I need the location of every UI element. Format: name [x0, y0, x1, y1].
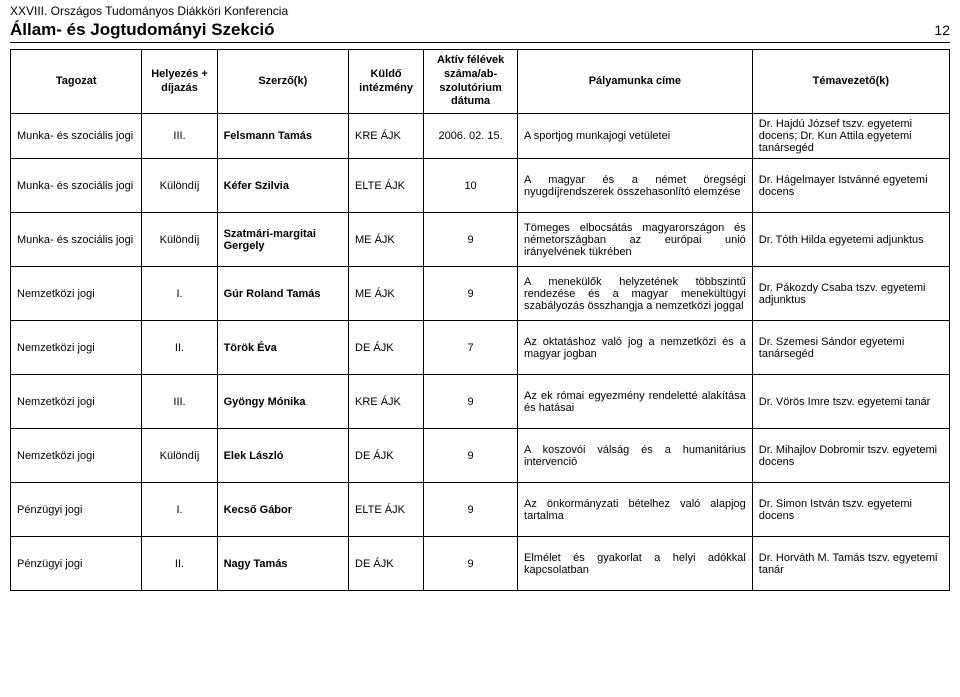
col-temavezeto: Témavezető(k)	[752, 50, 949, 114]
cell-intezmeny: DE ÁJK	[349, 321, 424, 375]
cell-szerzo: Török Éva	[217, 321, 348, 375]
cell-felev: 2006. 02. 15.	[424, 114, 518, 159]
cell-dij: Különdíj	[142, 159, 217, 213]
cell-intezmeny: ME ÁJK	[349, 213, 424, 267]
cell-temavezeto: Dr. Simon István tszv. egyetemi docens	[752, 483, 949, 537]
cell-temavezeto: Dr. Hágelmayer Istvánné egyetemi docens	[752, 159, 949, 213]
cell-tagozat: Pénzügyi jogi	[11, 537, 142, 591]
section-header-row: Állam- és Jogtudományi Szekció 12	[10, 20, 950, 43]
cell-felev: 9	[424, 429, 518, 483]
cell-temavezeto: Dr. Szemesi Sándor egyetemi tanársegéd	[752, 321, 949, 375]
cell-felev: 9	[424, 483, 518, 537]
cell-cim: Elmélet és gyakorlat a helyi adókkal kap…	[518, 537, 753, 591]
table-row: Munka- és szociális jogiIII.Felsmann Tam…	[11, 114, 950, 159]
cell-felev: 7	[424, 321, 518, 375]
cell-tagozat: Nemzetközi jogi	[11, 375, 142, 429]
cell-temavezeto: Dr. Pákozdy Csaba tszv. egyetemi adjunkt…	[752, 267, 949, 321]
cell-felev: 10	[424, 159, 518, 213]
section-title: Állam- és Jogtudományi Szekció	[10, 20, 275, 40]
table-row: Nemzetközi jogiKülöndíjElek LászlóDE ÁJK…	[11, 429, 950, 483]
table-row: Nemzetközi jogiI.Gúr Roland TamásME ÁJK9…	[11, 267, 950, 321]
cell-intezmeny: KRE ÁJK	[349, 114, 424, 159]
table-header-row: Tagozat Helyezés + díjazás Szerző(k) Kül…	[11, 50, 950, 114]
cell-cim: A koszovói válság és a humanitárius inte…	[518, 429, 753, 483]
table-row: Munka- és szociális jogiKülöndíjSzatmári…	[11, 213, 950, 267]
cell-dij: Különdíj	[142, 429, 217, 483]
cell-intezmeny: ELTE ÁJK	[349, 483, 424, 537]
table-row: Nemzetközi jogiII.Török ÉvaDE ÁJK7Az okt…	[11, 321, 950, 375]
page-number: 12	[934, 22, 950, 38]
cell-cim: Az önkormányzati bételhez való alapjog t…	[518, 483, 753, 537]
cell-cim: A menekülők helyzetének többszintű rende…	[518, 267, 753, 321]
table-row: Pénzügyi jogiII.Nagy TamásDE ÁJK9Elmélet…	[11, 537, 950, 591]
col-dijazas: Helyezés + díjazás	[142, 50, 217, 114]
col-felevek: Aktív félévek száma/ab- szolutórium dátu…	[424, 50, 518, 114]
col-szerzo: Szerző(k)	[217, 50, 348, 114]
cell-intezmeny: ME ÁJK	[349, 267, 424, 321]
cell-cim: Az ek római egyezmény rendeletté alakítá…	[518, 375, 753, 429]
cell-tagozat: Nemzetközi jogi	[11, 429, 142, 483]
col-cim: Pályamunka címe	[518, 50, 753, 114]
cell-temavezeto: Dr. Hajdú József tszv. egyetemi docens; …	[752, 114, 949, 159]
cell-intezmeny: ELTE ÁJK	[349, 159, 424, 213]
cell-intezmeny: DE ÁJK	[349, 537, 424, 591]
table-row: Munka- és szociális jogiKülöndíjKéfer Sz…	[11, 159, 950, 213]
cell-felev: 9	[424, 213, 518, 267]
col-intezmeny: Küldő intézmény	[349, 50, 424, 114]
cell-temavezeto: Dr. Mihajlov Dobromir tszv. egyetemi doc…	[752, 429, 949, 483]
cell-cim: Az oktatáshoz való jog a nemzetközi és a…	[518, 321, 753, 375]
cell-tagozat: Munka- és szociális jogi	[11, 159, 142, 213]
col-tagozat: Tagozat	[11, 50, 142, 114]
cell-dij: I.	[142, 483, 217, 537]
cell-szerzo: Elek László	[217, 429, 348, 483]
cell-felev: 9	[424, 267, 518, 321]
cell-szerzo: Nagy Tamás	[217, 537, 348, 591]
cell-szerzo: Gyöngy Mónika	[217, 375, 348, 429]
cell-felev: 9	[424, 375, 518, 429]
cell-cim: A sportjog munkajogi vetületei	[518, 114, 753, 159]
table-row: Nemzetközi jogiIII.Gyöngy MónikaKRE ÁJK9…	[11, 375, 950, 429]
cell-dij: III.	[142, 375, 217, 429]
cell-dij: I.	[142, 267, 217, 321]
cell-szerzo: Kecső Gábor	[217, 483, 348, 537]
cell-tagozat: Munka- és szociális jogi	[11, 213, 142, 267]
results-table: Tagozat Helyezés + díjazás Szerző(k) Kül…	[10, 49, 950, 591]
cell-szerzo: Szatmári-margitai Gergely	[217, 213, 348, 267]
cell-cim: A magyar és a német öregségi nyugdíjrend…	[518, 159, 753, 213]
cell-felev: 9	[424, 537, 518, 591]
cell-temavezeto: Dr. Tóth Hilda egyetemi adjunktus	[752, 213, 949, 267]
cell-cim: Tömeges elbocsátás magyarországon és ném…	[518, 213, 753, 267]
cell-dij: II.	[142, 321, 217, 375]
cell-temavezeto: Dr. Vörös Imre tszv. egyetemi tanár	[752, 375, 949, 429]
cell-tagozat: Nemzetközi jogi	[11, 321, 142, 375]
table-row: Pénzügyi jogiI.Kecső GáborELTE ÁJK9Az ön…	[11, 483, 950, 537]
cell-dij: III.	[142, 114, 217, 159]
conference-title: XXVIII. Országos Tudományos Diákköri Kon…	[10, 4, 950, 18]
cell-tagozat: Nemzetközi jogi	[11, 267, 142, 321]
cell-tagozat: Pénzügyi jogi	[11, 483, 142, 537]
cell-dij: Különdíj	[142, 213, 217, 267]
cell-szerzo: Kéfer Szilvia	[217, 159, 348, 213]
cell-intezmeny: DE ÁJK	[349, 429, 424, 483]
cell-tagozat: Munka- és szociális jogi	[11, 114, 142, 159]
cell-temavezeto: Dr. Horváth M. Tamás tszv. egyetemi taná…	[752, 537, 949, 591]
cell-szerzo: Felsmann Tamás	[217, 114, 348, 159]
cell-szerzo: Gúr Roland Tamás	[217, 267, 348, 321]
cell-dij: II.	[142, 537, 217, 591]
cell-intezmeny: KRE ÁJK	[349, 375, 424, 429]
